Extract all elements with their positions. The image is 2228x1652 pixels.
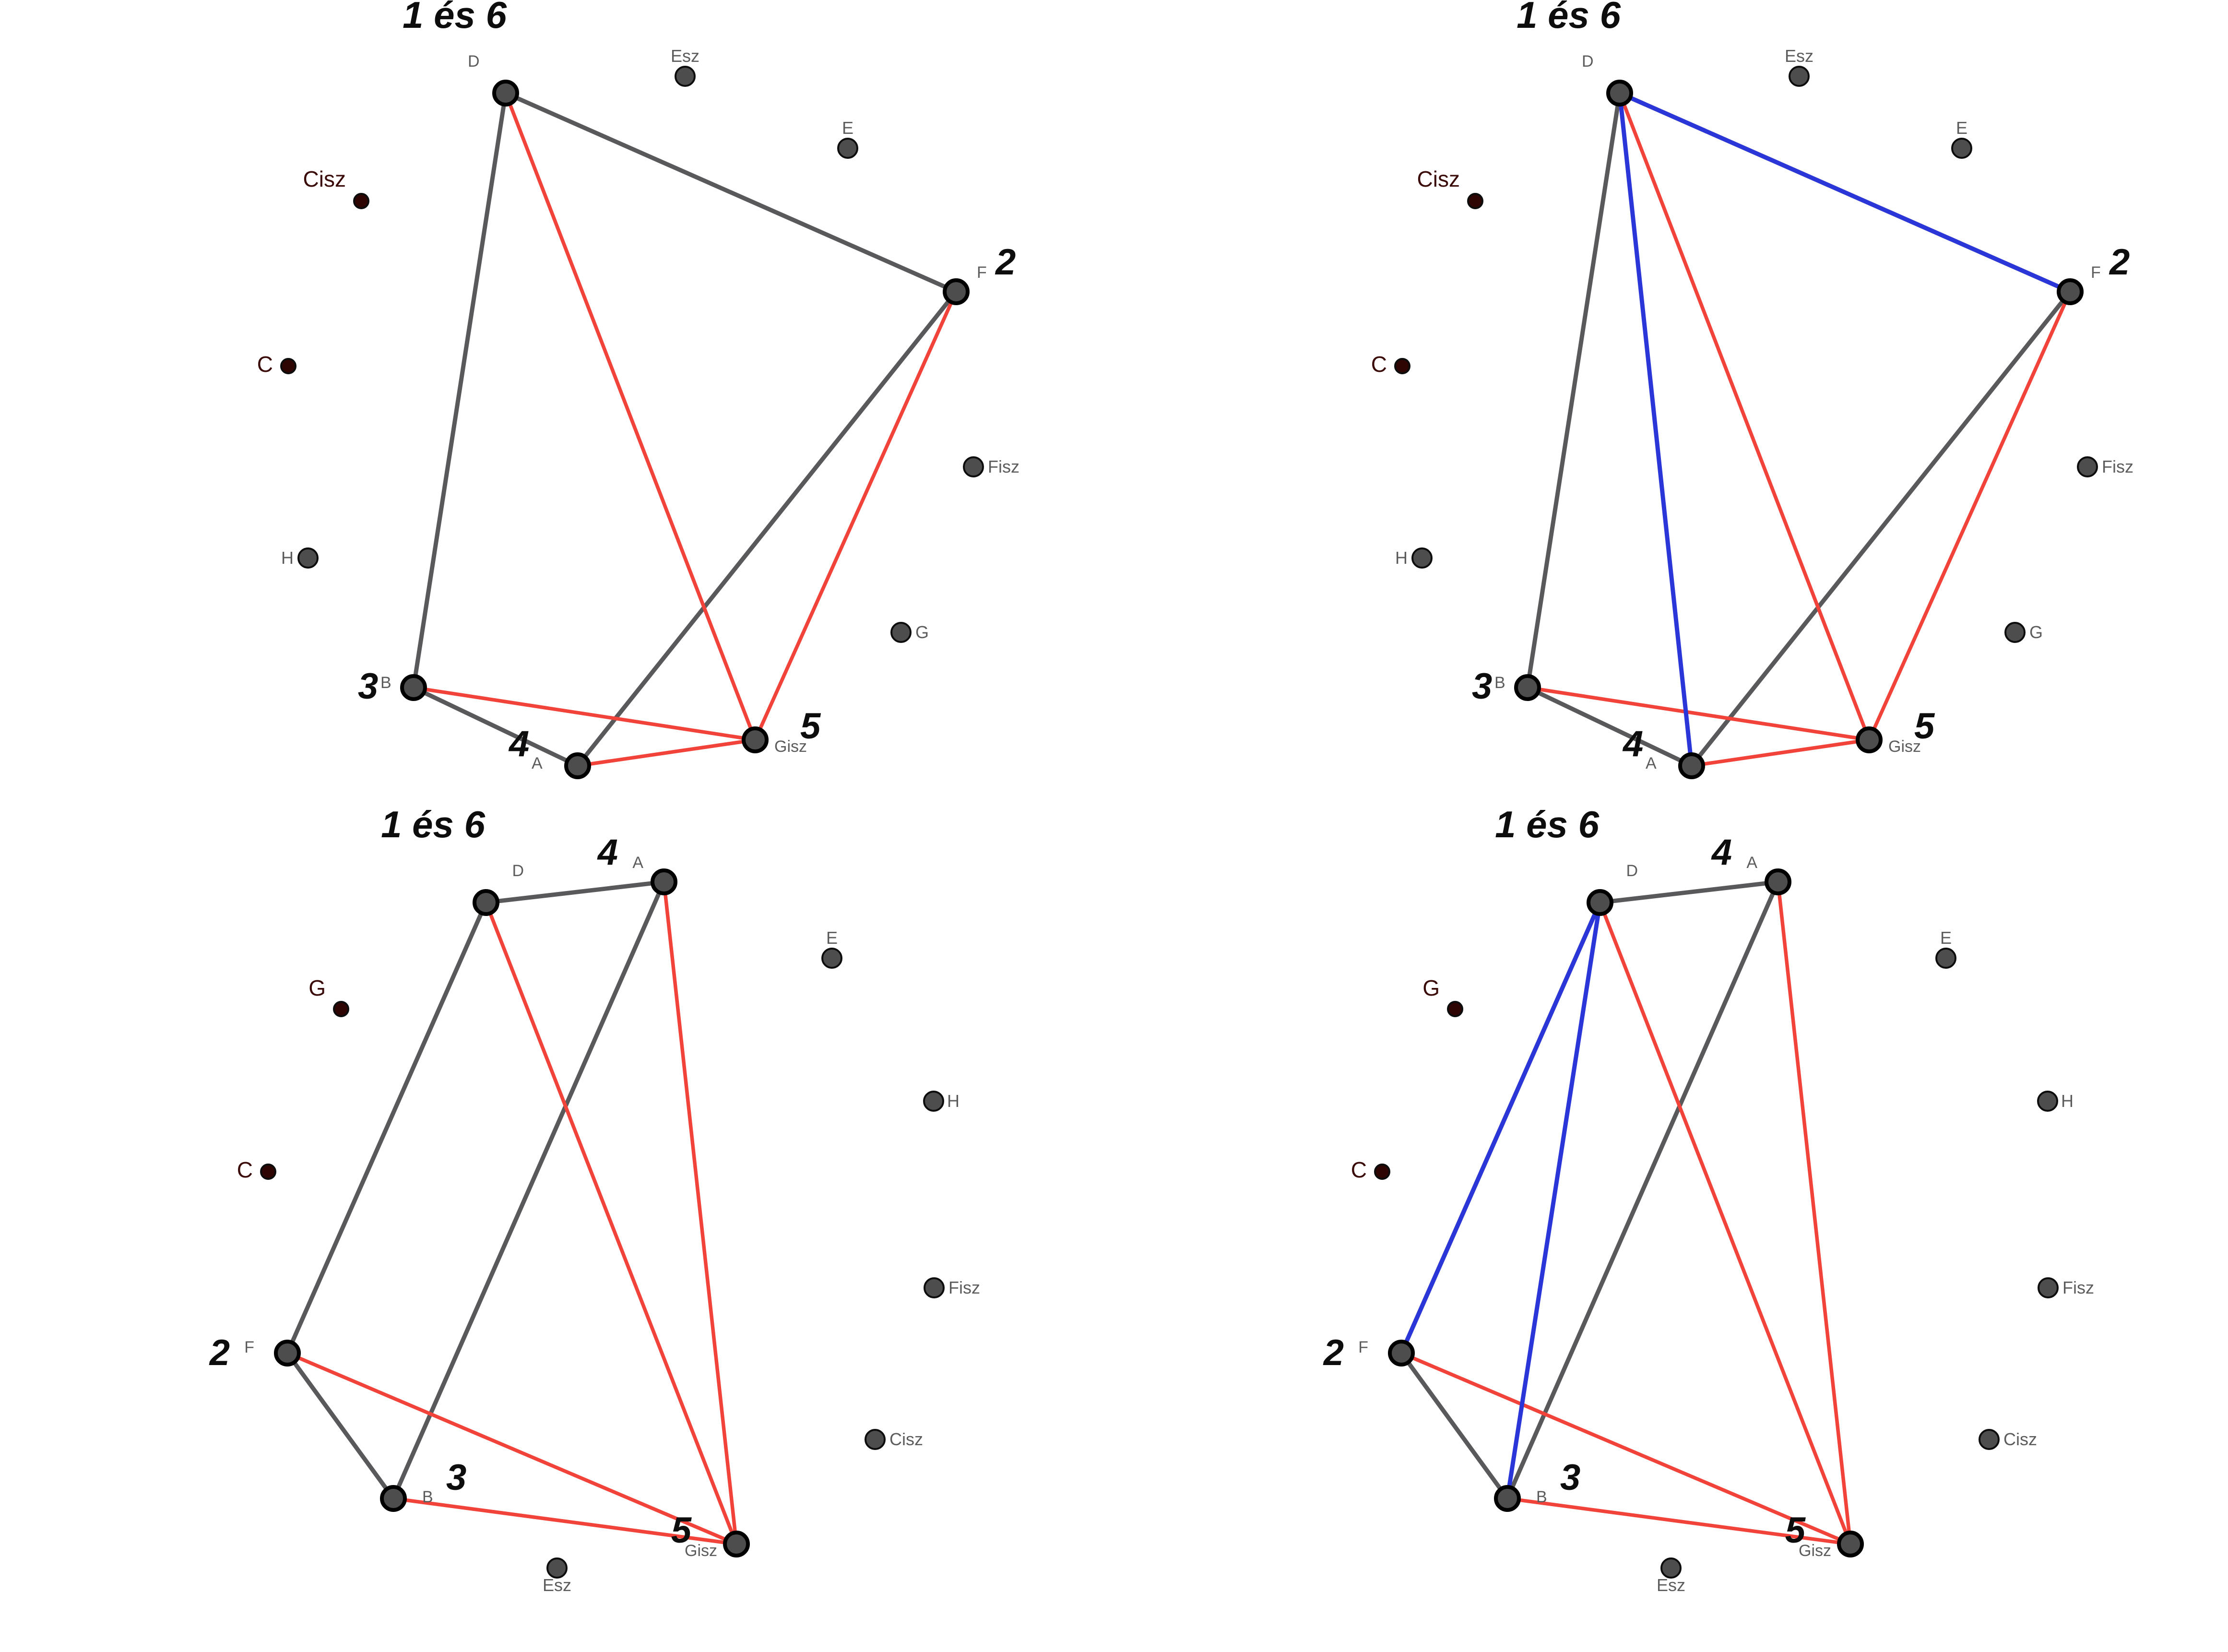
svg-text:A: A [532,754,543,773]
svg-text:E: E [1940,928,1952,948]
svg-text:E: E [826,928,838,948]
svg-text:F: F [2091,263,2101,282]
svg-text:Esz: Esz [1785,46,1813,66]
svg-text:B: B [380,674,391,692]
svg-text:Esz: Esz [1657,1575,1685,1595]
svg-text:3: 3 [358,666,378,707]
svg-text:3: 3 [446,1457,466,1498]
svg-text:C: C [237,1157,253,1182]
svg-text:H: H [281,548,294,568]
svg-text:F: F [1358,1338,1368,1356]
svg-text:E: E [1956,118,1967,138]
svg-text:D: D [1582,52,1594,71]
svg-text:D: D [468,52,480,71]
svg-text:A: A [632,854,643,872]
svg-text:Cisz: Cisz [889,1429,923,1449]
svg-text:Fisz: Fisz [988,457,1019,476]
svg-text:Fisz: Fisz [2062,1278,2094,1297]
svg-text:Esz: Esz [543,1575,571,1595]
svg-text:C: C [1371,352,1387,377]
svg-text:B: B [1536,1488,1547,1506]
svg-text:D: D [512,862,524,880]
svg-text:Esz: Esz [671,46,699,66]
svg-text:E: E [842,118,853,138]
svg-text:C: C [1351,1157,1367,1182]
svg-text:1 és 6: 1 és 6 [381,803,485,845]
svg-text:D: D [1626,862,1638,880]
svg-text:4: 4 [1711,832,1732,873]
svg-text:1 és 6: 1 és 6 [403,0,507,36]
svg-text:Fisz: Fisz [948,1278,980,1297]
svg-text:2: 2 [1323,1332,1344,1373]
svg-text:3: 3 [1472,666,1492,707]
svg-text:3: 3 [1560,1457,1580,1498]
svg-text:H: H [1395,548,1408,568]
svg-text:F: F [244,1338,254,1356]
svg-text:2: 2 [2109,242,2130,283]
svg-text:1 és 6: 1 és 6 [1495,803,1599,845]
svg-text:4: 4 [1622,724,1643,764]
svg-text:G: G [915,622,929,642]
svg-text:2: 2 [209,1332,230,1373]
svg-text:Gisz: Gisz [774,737,807,756]
svg-text:B: B [422,1488,433,1506]
svg-text:G: G [308,975,326,1000]
svg-text:Cisz: Cisz [1417,166,1460,191]
svg-text:H: H [947,1091,960,1111]
svg-text:B: B [1494,674,1505,692]
svg-text:Gisz: Gisz [685,1542,717,1560]
svg-text:Fisz: Fisz [2102,457,2133,476]
svg-text:A: A [1746,854,1757,872]
svg-text:F: F [977,263,987,282]
svg-text:4: 4 [508,724,529,764]
svg-text:G: G [2029,622,2043,642]
svg-text:H: H [2061,1091,2074,1111]
svg-text:2: 2 [995,242,1016,283]
svg-text:G: G [1422,975,1440,1000]
svg-text:Cisz: Cisz [2003,1429,2037,1449]
svg-text:Gisz: Gisz [1888,737,1921,756]
svg-text:1 és 6: 1 és 6 [1517,0,1621,36]
svg-text:Cisz: Cisz [303,166,346,191]
svg-text:Gisz: Gisz [1799,1542,1831,1560]
svg-text:A: A [1646,754,1657,773]
svg-text:C: C [257,352,273,377]
svg-text:4: 4 [597,832,618,873]
